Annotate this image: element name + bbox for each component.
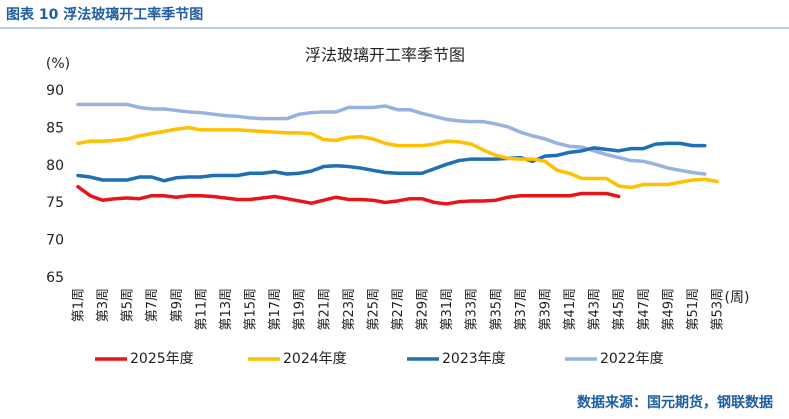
series-line bbox=[76, 184, 621, 206]
x-tick-label: 第19周 bbox=[293, 288, 308, 331]
x-tick-label: 第17周 bbox=[268, 288, 283, 331]
legend-label: 2022年度 bbox=[600, 351, 664, 367]
x-tick-label: 第21周 bbox=[317, 288, 332, 331]
x-axis-unit: (周) bbox=[725, 290, 750, 306]
x-tick-label: 第35周 bbox=[489, 288, 504, 331]
y-tick-label: 80 bbox=[46, 158, 64, 174]
x-tick-label: 第1周 bbox=[72, 288, 87, 322]
legend-label: 2025年度 bbox=[130, 351, 194, 367]
legend-label: 2024年度 bbox=[283, 351, 347, 367]
y-axis-unit: (%) bbox=[46, 56, 70, 72]
series-line bbox=[76, 141, 707, 183]
y-tick-label: 75 bbox=[46, 195, 64, 211]
x-tick-label: 第33周 bbox=[465, 288, 480, 331]
x-tick-label: 第7周 bbox=[145, 288, 160, 322]
x-tick-label: 第47周 bbox=[637, 288, 652, 331]
y-tick-label: 90 bbox=[46, 83, 64, 99]
x-tick-label: 第39周 bbox=[538, 288, 553, 331]
x-tick-label: 第15周 bbox=[244, 288, 259, 331]
x-tick-label: 第37周 bbox=[514, 288, 529, 331]
x-tick-label: 第49周 bbox=[661, 288, 676, 331]
x-tick-label: 第51周 bbox=[686, 288, 701, 331]
x-tick-label: 第27周 bbox=[391, 288, 406, 331]
x-tick-label: 第5周 bbox=[121, 288, 136, 322]
source-note: 数据来源：国元期货，钢联数据 bbox=[577, 394, 773, 411]
x-tick-label: 第43周 bbox=[588, 288, 603, 331]
header: 图表 10 浮法玻璃开工率季节图 bbox=[6, 6, 203, 23]
x-tick-label: 第29周 bbox=[416, 288, 431, 331]
x-tick-label: 第45周 bbox=[612, 288, 627, 331]
x-tick-label: 第11周 bbox=[194, 288, 209, 331]
series-line bbox=[76, 102, 707, 176]
x-tick-label: 第3周 bbox=[96, 288, 111, 322]
x-tick-label: 第31周 bbox=[440, 288, 455, 331]
y-tick-label: 85 bbox=[46, 120, 64, 136]
x-tick-label: 第41周 bbox=[563, 288, 578, 331]
x-tick-label: 第9周 bbox=[170, 288, 185, 322]
x-tick-label: 第53周 bbox=[711, 288, 726, 331]
x-tick-label: 第25周 bbox=[366, 288, 381, 331]
x-tick-label: 第23周 bbox=[342, 288, 357, 331]
y-tick-label: 70 bbox=[46, 233, 64, 249]
y-tick-label: 65 bbox=[46, 270, 64, 286]
legend-label: 2023年度 bbox=[442, 351, 506, 367]
x-tick-label: 第13周 bbox=[219, 288, 234, 331]
chart-title: 浮法玻璃开工率季节图 bbox=[305, 46, 465, 65]
series-line bbox=[76, 125, 719, 190]
